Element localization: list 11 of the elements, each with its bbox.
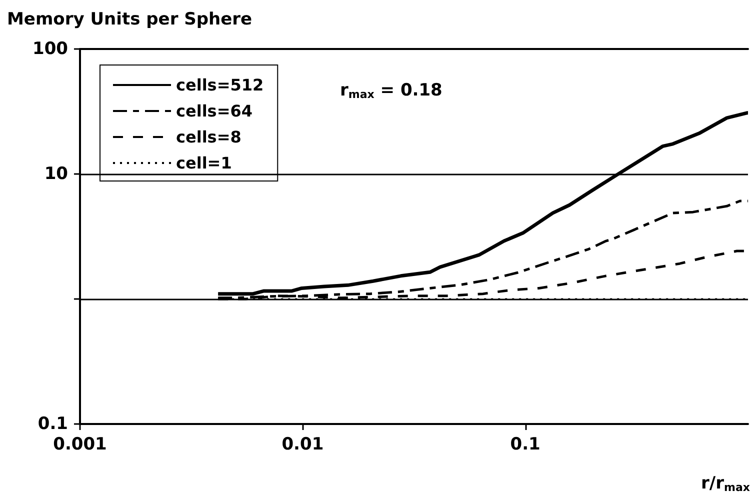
legend-label: cell=1 [176,154,232,172]
y-tick-label: 10 [44,164,68,184]
x-tick-label: 0.1 [510,434,540,454]
x-tick-label: 0.01 [282,434,324,454]
legend-label: cells=512 [176,76,264,94]
x-tick-label: 0.001 [53,434,107,454]
legend-label: cells=64 [176,102,252,120]
y-tick-label: 0.1 [38,414,68,434]
chart-title: Memory Units per Sphere [7,10,252,30]
y-tick-label: 100 [32,39,68,59]
legend-label: cells=8 [176,128,242,146]
